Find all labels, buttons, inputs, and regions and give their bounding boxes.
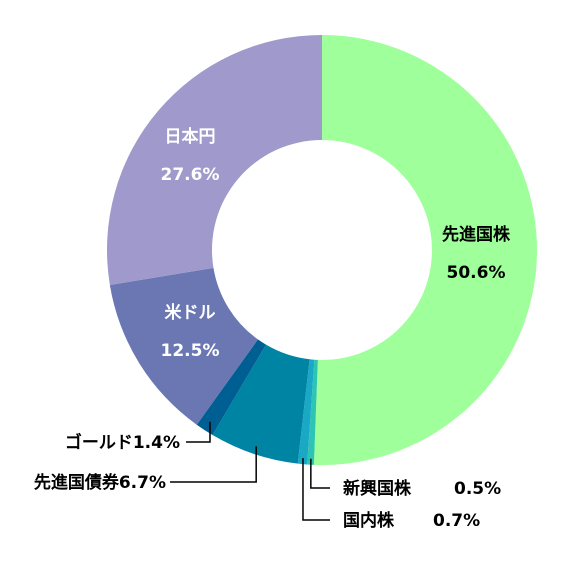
slice-5 [109, 267, 258, 425]
slice-3-leader [170, 446, 257, 483]
slice-2-name-label: 国内株 [343, 510, 395, 531]
slice-2 [297, 359, 315, 465]
slice-5-name-label: 米ドル [165, 302, 216, 323]
slice-2-leader [302, 458, 330, 521]
slice-1-name-label: 新興国株 [343, 478, 412, 499]
slice-4-leader [186, 421, 211, 443]
slice-4-label: ゴールド1.4% [65, 432, 180, 453]
slice-6 [106, 35, 322, 285]
slice-6-pct-label: 27.6% [161, 165, 220, 185]
slice-5-pct-label: 12.5% [161, 341, 220, 361]
slice-4 [196, 339, 267, 436]
slice-1-leader [310, 458, 330, 489]
slice-0-pct-label: 50.6% [447, 263, 506, 283]
slice-2-pct-label: 0.7% [433, 511, 480, 531]
slice-6-name-label: 日本円 [165, 126, 216, 147]
slice-0 [313, 35, 538, 466]
slice-3 [212, 344, 310, 464]
slice-3-label: 先進国債券6.7% [34, 472, 166, 493]
slice-1 [307, 359, 318, 465]
slice-0-name-label: 先進国株 [442, 224, 511, 245]
slice-1-pct-label: 0.5% [454, 479, 501, 499]
